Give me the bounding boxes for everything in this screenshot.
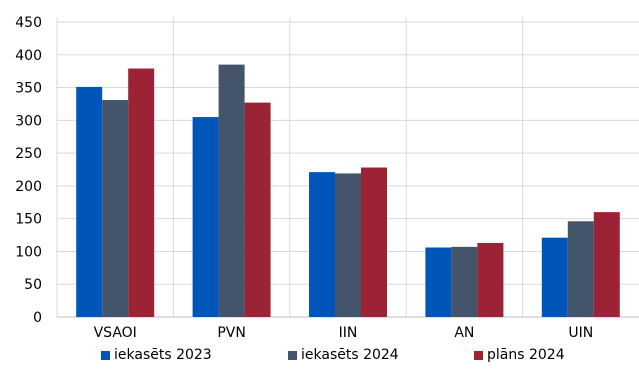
bar-pvn-series-1	[192, 117, 219, 317]
bar-uin-series-2	[567, 221, 594, 317]
y-tick-label: 100	[15, 244, 42, 260]
y-axis-tick-labels: 0 50 100 150 200 250 300 350 400 450	[15, 15, 42, 326]
legend-swatch-series-3	[474, 351, 483, 360]
x-tick-label: PVN	[217, 325, 246, 341]
y-tick-label: 0	[33, 310, 42, 326]
bars	[76, 64, 620, 318]
legend-swatch-series-1	[101, 351, 110, 360]
bar-iin-series-1	[309, 172, 335, 317]
x-tick-label: AN	[454, 325, 474, 341]
y-tick-label: 300	[15, 113, 42, 129]
legend-item-series-3: plāns 2024	[474, 344, 565, 366]
bar-pvn-series-2	[218, 64, 245, 317]
y-tick-label: 350	[15, 81, 42, 97]
bar-an-series-3	[477, 242, 504, 317]
bar-vsaoi-series-2	[102, 100, 129, 317]
x-axis-tick-labels: VSAOI PVN IIN AN UIN	[94, 325, 594, 341]
legend-swatch-series-2	[288, 351, 297, 360]
bar-vsaoi-series-3	[128, 68, 155, 318]
bar-an-series-2	[451, 246, 478, 317]
x-tick-label: UIN	[568, 325, 593, 341]
legend-label-series-3: plāns 2024	[487, 347, 565, 363]
y-tick-label: 250	[15, 146, 42, 162]
y-tick-label: 200	[15, 179, 42, 195]
legend: iekasēts 2023 iekasēts 2024 plāns 2024	[0, 344, 639, 366]
legend-label-series-1: iekasēts 2023	[114, 347, 212, 363]
bar-vsaoi-series-1	[76, 86, 103, 318]
legend-item-series-2: iekasēts 2024	[288, 344, 399, 366]
bar-uin-series-3	[593, 212, 620, 317]
y-tick-label: 150	[15, 212, 42, 228]
legend-item-series-1: iekasēts 2023	[101, 344, 212, 366]
bar-iin-series-2	[335, 173, 361, 317]
bar-pvn-series-3	[244, 102, 271, 317]
y-tick-label: 450	[15, 15, 42, 31]
bar-uin-series-1	[541, 237, 568, 317]
x-tick-label: VSAOI	[94, 325, 137, 341]
x-tick-label: IIN	[339, 325, 358, 341]
y-tick-label: 400	[15, 48, 42, 64]
bar-iin-series-3	[361, 167, 387, 317]
bar-an-series-1	[425, 247, 452, 317]
legend-label-series-2: iekasēts 2024	[301, 347, 399, 363]
y-tick-label: 50	[24, 277, 42, 293]
